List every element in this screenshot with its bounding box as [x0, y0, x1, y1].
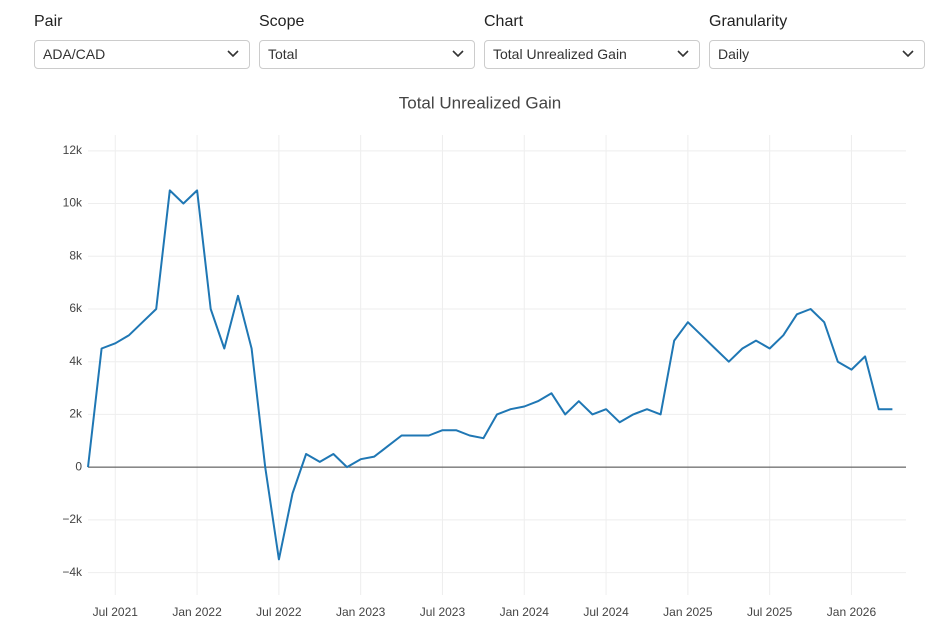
y-tick-label: 2k: [69, 407, 83, 421]
y-tick-label: −4k: [62, 565, 83, 579]
dropdown-label: Scope: [259, 13, 305, 30]
x-tick-label: Jan 2022: [172, 605, 222, 619]
dropdown-value: Total: [268, 46, 298, 62]
dropdown-group: Pair ADA/CAD: [34, 12, 250, 69]
x-tick-label: Jan 2024: [500, 605, 550, 619]
dropdown-label: Chart: [484, 13, 524, 30]
dropdown-label: Pair: [34, 13, 63, 30]
dropdown-value: ADA/CAD: [43, 46, 106, 62]
dropdown[interactable]: ADA/CAD: [34, 40, 250, 69]
dropdown[interactable]: Daily: [709, 40, 925, 69]
dropdown-label: Granularity: [709, 13, 788, 30]
chevron-icon: [452, 50, 464, 58]
chevron-icon: [227, 50, 239, 58]
dropdown-value: Daily: [718, 46, 750, 62]
chevron-icon: [902, 50, 914, 58]
dropdown[interactable]: Total: [259, 40, 475, 69]
dropdown-group: Granularity Daily: [709, 12, 925, 69]
x-tick-label: Jul 2025: [747, 605, 793, 619]
y-tick-label: 4k: [69, 354, 83, 368]
dropdown-group: Scope Total: [259, 12, 475, 69]
dropdown-value: Total Unrealized Gain: [493, 46, 627, 62]
dropdown-group: Chart Total Unrealized Gain: [484, 12, 700, 69]
y-tick-label: 10k: [63, 196, 83, 210]
x-tick-label: Jul 2022: [256, 605, 302, 619]
x-tick-label: Jul 2024: [583, 605, 629, 619]
data-line: [87, 189, 893, 561]
x-tick-label: Jul 2023: [420, 605, 466, 619]
x-tick-label: Jan 2023: [336, 605, 386, 619]
dropdown[interactable]: Total Unrealized Gain: [484, 40, 700, 69]
y-tick-label: 6k: [69, 301, 83, 315]
y-tick-label: 0: [75, 459, 82, 473]
x-tick-label: Jan 2025: [663, 605, 713, 619]
y-tick-label: −2k: [62, 512, 83, 526]
chevron-icon: [677, 50, 689, 58]
chart-title: Total Unrealized Gain: [399, 93, 562, 112]
chart: Total Unrealized Gain −4k −2k 0 2k 4k 6k 8k 10k…: [62, 93, 906, 619]
x-tick-label: Jul 2021: [93, 605, 139, 619]
x-tick-label: Jan 2026: [827, 605, 877, 619]
y-tick-label: 8k: [69, 248, 83, 262]
y-tick-label: 12k: [63, 143, 83, 157]
